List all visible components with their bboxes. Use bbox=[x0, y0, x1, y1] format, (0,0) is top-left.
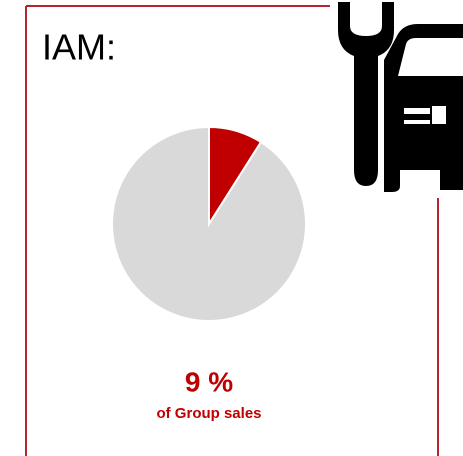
value-label: 9 % bbox=[185, 366, 233, 397]
pie-slice bbox=[111, 125, 307, 322]
title: IAM: bbox=[42, 27, 116, 68]
frame bbox=[25, 5, 439, 456]
subtitle: of Group sales bbox=[156, 405, 261, 422]
car-grille bbox=[404, 120, 430, 124]
wrench bbox=[338, 2, 394, 186]
car-headlight bbox=[432, 106, 446, 124]
pie bbox=[111, 125, 307, 322]
mechanic-icon bbox=[338, 2, 463, 192]
car-light bbox=[404, 108, 430, 114]
